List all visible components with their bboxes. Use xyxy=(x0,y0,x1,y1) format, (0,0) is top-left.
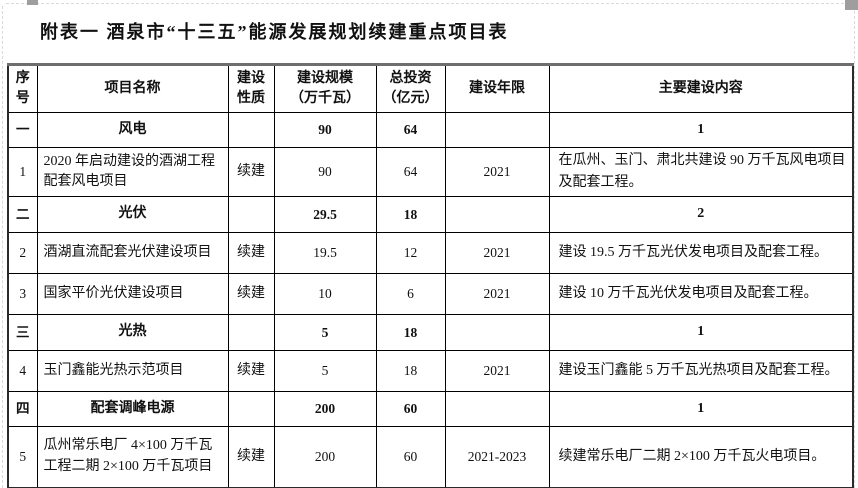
years-cell: 2021 xyxy=(444,147,550,197)
nature-cell: 续建 xyxy=(227,426,275,488)
scale-cell: 90 xyxy=(273,112,377,148)
seq-cell: 一 xyxy=(7,112,38,148)
header-project-name: 项目名称 xyxy=(36,63,229,113)
seq-cell: 5 xyxy=(7,426,38,488)
investment-cell: 6 xyxy=(375,273,446,315)
project-name-cell: 国家平价光伏建设项目 xyxy=(36,273,229,315)
scale-cell: 200 xyxy=(273,426,377,488)
investment-cell: 60 xyxy=(375,391,446,427)
table-row: 1 2020 年启动建设的酒湖工程配套风电项目 续建 90 64 2021 在瓜… xyxy=(7,147,854,197)
page-margin-guide-left xyxy=(2,6,3,488)
table-handle-mark xyxy=(27,0,38,5)
project-name-cell: 酒湖直流配套光伏建设项目 xyxy=(36,232,229,274)
scale-cell: 10 xyxy=(273,273,377,315)
content-cell: 建设玉门鑫能 5 万千瓦光热项目及配套工程。 xyxy=(548,350,854,392)
nature-cell: 续建 xyxy=(227,273,275,315)
header-years: 建设年限 xyxy=(444,63,550,113)
page-margin-guide-top xyxy=(6,3,844,4)
content-cell: 2 xyxy=(548,196,854,233)
header-row: 序 号 项目名称 建设 性质 建设规模 （万千瓦） 总投资 （亿元） 建设年限 … xyxy=(7,63,854,113)
content-cell: 1 xyxy=(548,314,854,351)
content-cell: 在瓜州、玉门、肃北共建设 90 万千瓦风电项目及配套工程。 xyxy=(548,147,854,197)
page-margin-guide-right xyxy=(854,6,855,488)
nature-cell xyxy=(227,314,275,351)
nature-cell xyxy=(227,196,275,233)
nature-cell: 续建 xyxy=(227,232,275,274)
projects-table: 序 号 项目名称 建设 性质 建设规模 （万千瓦） 总投资 （亿元） 建设年限 … xyxy=(7,63,854,488)
years-cell: 2021 xyxy=(444,232,550,274)
investment-cell: 12 xyxy=(375,232,446,274)
seq-cell: 3 xyxy=(7,273,38,315)
years-cell xyxy=(444,112,550,148)
investment-cell: 60 xyxy=(375,426,446,488)
table-row: 4 玉门鑫能光热示范项目 续建 5 18 2021 建设玉门鑫能 5 万千瓦光热… xyxy=(7,350,854,392)
project-name-cell: 光伏 xyxy=(36,196,229,233)
scale-cell: 90 xyxy=(273,147,377,197)
header-scale: 建设规模 （万千瓦） xyxy=(273,63,377,113)
years-cell xyxy=(444,314,550,351)
years-cell: 2021 xyxy=(444,350,550,392)
scale-cell: 19.5 xyxy=(273,232,377,274)
category-row-solar-thermal: 三 光热 5 18 1 xyxy=(7,314,854,351)
investment-cell: 18 xyxy=(375,314,446,351)
investment-cell: 18 xyxy=(375,196,446,233)
header-nature: 建设 性质 xyxy=(227,63,275,113)
nature-cell: 续建 xyxy=(227,147,275,197)
years-cell: 2021 xyxy=(444,273,550,315)
years-cell xyxy=(444,196,550,233)
table-row: 2 酒湖直流配套光伏建设项目 续建 19.5 12 2021 建设 19.5 万… xyxy=(7,232,854,274)
scale-cell: 29.5 xyxy=(273,196,377,233)
header-seq: 序 号 xyxy=(7,63,38,113)
content-cell: 1 xyxy=(548,112,854,148)
content-cell: 续建常乐电厂二期 2×100 万千瓦火电项目。 xyxy=(548,426,854,488)
content-cell: 1 xyxy=(548,391,854,427)
corner-gray-mark xyxy=(845,0,858,10)
investment-cell: 64 xyxy=(375,112,446,148)
seq-cell: 2 xyxy=(7,232,38,274)
content-cell: 建设 19.5 万千瓦光伏发电项目及配套工程。 xyxy=(548,232,854,274)
seq-cell: 4 xyxy=(7,350,38,392)
seq-cell: 三 xyxy=(7,314,38,351)
seq-cell: 四 xyxy=(7,391,38,427)
project-name-cell: 玉门鑫能光热示范项目 xyxy=(36,350,229,392)
project-name-cell: 配套调峰电源 xyxy=(36,391,229,427)
header-content: 主要建设内容 xyxy=(548,63,854,113)
table-row: 3 国家平价光伏建设项目 续建 10 6 2021 建设 10 万千瓦光伏发电项… xyxy=(7,273,854,315)
years-cell: 2021-2023 xyxy=(444,426,550,488)
scale-cell: 200 xyxy=(273,391,377,427)
nature-cell xyxy=(227,112,275,148)
content-cell: 建设 10 万千瓦光伏发电项目及配套工程。 xyxy=(548,273,854,315)
project-name-cell: 光热 xyxy=(36,314,229,351)
investment-cell: 64 xyxy=(375,147,446,197)
years-cell xyxy=(444,391,550,427)
project-name-cell: 2020 年启动建设的酒湖工程配套风电项目 xyxy=(36,147,229,197)
page-title: 附表一 酒泉市“十三五”能源发展规划续建重点项目表 xyxy=(40,22,509,42)
nature-cell xyxy=(227,391,275,427)
category-row-solar-pv: 二 光伏 29.5 18 2 xyxy=(7,196,854,233)
project-name-cell: 瓜州常乐电厂 4×100 万千瓦工程二期 2×100 万千瓦项目 xyxy=(36,426,229,488)
seq-cell: 1 xyxy=(7,147,38,197)
project-name-cell: 风电 xyxy=(36,112,229,148)
nature-cell: 续建 xyxy=(227,350,275,392)
scale-cell: 5 xyxy=(273,314,377,351)
investment-cell: 18 xyxy=(375,350,446,392)
header-investment: 总投资 （亿元） xyxy=(375,63,446,113)
seq-cell: 二 xyxy=(7,196,38,233)
table-row: 5 瓜州常乐电厂 4×100 万千瓦工程二期 2×100 万千瓦项目 续建 20… xyxy=(7,426,854,488)
scale-cell: 5 xyxy=(273,350,377,392)
category-row-wind: 一 风电 90 64 1 xyxy=(7,112,854,148)
category-row-peaking-power: 四 配套调峰电源 200 60 1 xyxy=(7,391,854,427)
